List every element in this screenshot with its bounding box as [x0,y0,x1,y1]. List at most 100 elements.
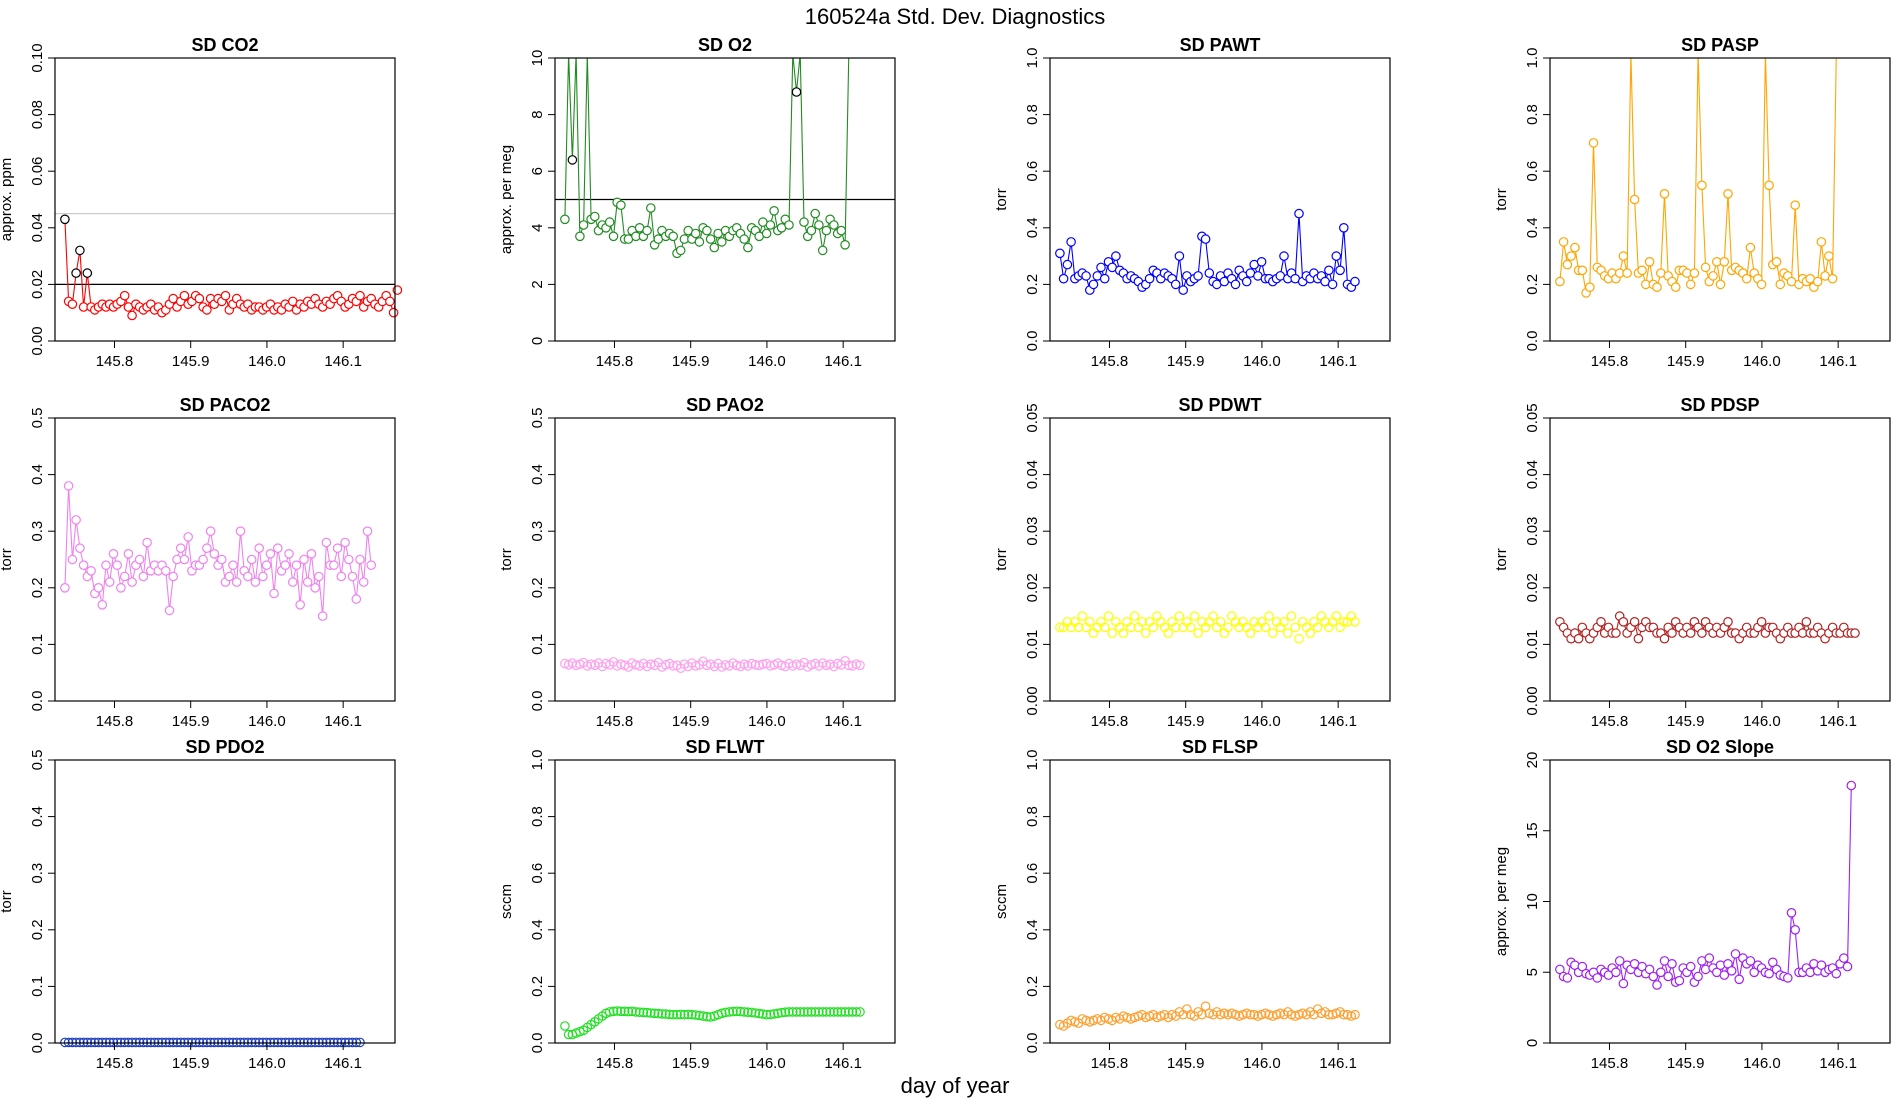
data-point [127,310,137,321]
data-point [1073,622,1084,633]
data-point [758,659,768,669]
data-point [1745,956,1756,966]
y-tick-label: 0.2 [1024,274,1041,295]
data-point [265,548,276,559]
y-tick-label: 6 [529,167,546,175]
data-point [1562,973,1573,983]
data-point [619,1006,630,1017]
x-tick-label: 145.9 [672,1055,710,1072]
data-point [1667,628,1677,638]
x-tick-label: 145.9 [1667,353,1705,370]
data-point [586,659,596,669]
data-point [731,1006,742,1017]
data-point [612,1006,622,1016]
y-tick-label: 0.2 [529,577,546,598]
data-point [1708,271,1718,281]
data-point [724,1007,735,1017]
y-tick-label: 0.4 [1024,919,1041,940]
data-point [754,1008,764,1019]
plot-frame [1549,57,1891,342]
data-point [836,225,847,236]
panel-4: SD PASP torr 0.0 0.2 0.4 0.6 0.8 1.0 145.8 145.9 1… [1493,35,1891,370]
data-point [1674,975,1685,986]
data-point [1670,282,1681,292]
data-point [97,599,108,610]
data-point [578,220,589,230]
data-point [784,1007,794,1017]
y-tick-label: 0.6 [1024,161,1041,182]
data-point [71,515,81,525]
data-point [705,234,716,244]
data-point [329,560,339,570]
data-point [638,1007,649,1018]
data-point [1588,138,1599,148]
data-point [1279,251,1289,261]
data-point [1723,189,1733,199]
data-point [1812,276,1823,287]
data-point [754,660,764,671]
data-point [589,211,600,222]
plot-frame [1049,57,1391,342]
data-point [631,1007,641,1017]
data-point [743,242,753,253]
y-tick-label: 0.4 [1524,217,1541,238]
data-point [1555,276,1565,287]
data-point [1256,256,1267,267]
data-point [1801,616,1812,627]
data-point [784,220,794,230]
data-point [1764,968,1774,979]
data-point [1667,958,1677,969]
y-axis-label: approx. per meg [498,145,515,254]
data-point [1846,780,1857,791]
y-axis-label: sccm [993,884,1010,919]
panel-6: SD PAO2 torr 0.0 0.1 0.2 0.3 0.4 0.5 145.8 145.9 1… [498,395,896,730]
panel-11: SD FLSP sccm 0.0 0.2 0.4 0.6 0.8 1.0 145.8 145.9 1… [993,737,1391,1072]
data-point [1077,611,1088,621]
x-tick-label: 146.1 [1319,353,1357,370]
x-tick-label: 145.9 [1667,1055,1705,1072]
data-point [821,1007,832,1017]
data-point [698,1011,708,1021]
y-axis-label: torr [993,548,1010,571]
data-point [314,571,324,582]
data-point [806,225,817,236]
x-tick-label: 145.9 [1167,1055,1205,1072]
data-point [560,1021,570,1031]
plot-frame [554,57,896,342]
figure-title: 160524a Std. Dev. Diagnostics [805,4,1105,29]
data-point [1305,628,1315,638]
y-tick-label: 0.3 [29,863,46,884]
y-tick-label: 0.1 [29,976,46,997]
data-point [287,577,298,587]
x-tick-label: 145.8 [96,353,134,370]
panel-title: SD O2 [698,35,752,55]
data-point [1730,949,1741,959]
data-point [1107,628,1117,638]
y-tick-label: 0.10 [29,43,46,72]
plot-frame [554,759,896,1044]
data-point [179,554,190,565]
data-point [791,87,802,97]
data-point [1611,967,1621,978]
data-point [1831,968,1842,979]
y-tick-label: 0.6 [1024,863,1041,884]
x-tick-label: 146.0 [248,1055,286,1072]
data-point [299,554,309,565]
data-point [851,1007,862,1017]
data-point [1350,276,1360,287]
data-point [1170,622,1181,633]
x-tick-label: 145.9 [172,713,210,730]
data-point [810,208,820,219]
y-tick-label: 0.0 [1024,1033,1041,1054]
data-point [817,245,828,256]
data-point [608,1006,619,1017]
y-tick-label: 0.04 [29,213,46,242]
y-tick-label: 1.0 [1024,48,1041,69]
data-point [86,565,96,576]
data-point [694,237,705,247]
x-tick-label: 146.1 [1819,1055,1857,1072]
x-tick-label: 145.9 [172,353,210,370]
y-tick-label: 0.8 [1524,104,1541,125]
data-point [1618,616,1629,627]
x-tick-label: 146.1 [1819,353,1857,370]
